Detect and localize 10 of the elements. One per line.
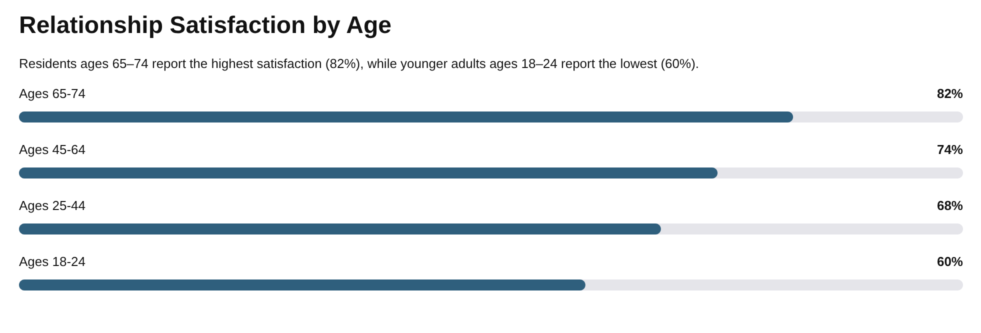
chart-subtitle: Residents ages 65–74 report the highest satisfaction (82%), while younger adults ages 18–24 report the lowest (60%). bbox=[19, 56, 700, 71]
data-label: 82% bbox=[936, 86, 964, 101]
data-label: 74% bbox=[936, 142, 964, 157]
y-tick-label: Ages 45-64 bbox=[19, 142, 86, 157]
y-tick-label: Ages 18-24 bbox=[19, 254, 86, 269]
data-label: 68% bbox=[936, 198, 964, 213]
chart-title: Relationship Satisfaction by Age bbox=[19, 12, 392, 39]
y-tick-label: Ages 25-44 bbox=[19, 198, 86, 213]
y-tick-label: Ages 65-74 bbox=[19, 86, 86, 101]
data-label: 60% bbox=[936, 254, 964, 269]
